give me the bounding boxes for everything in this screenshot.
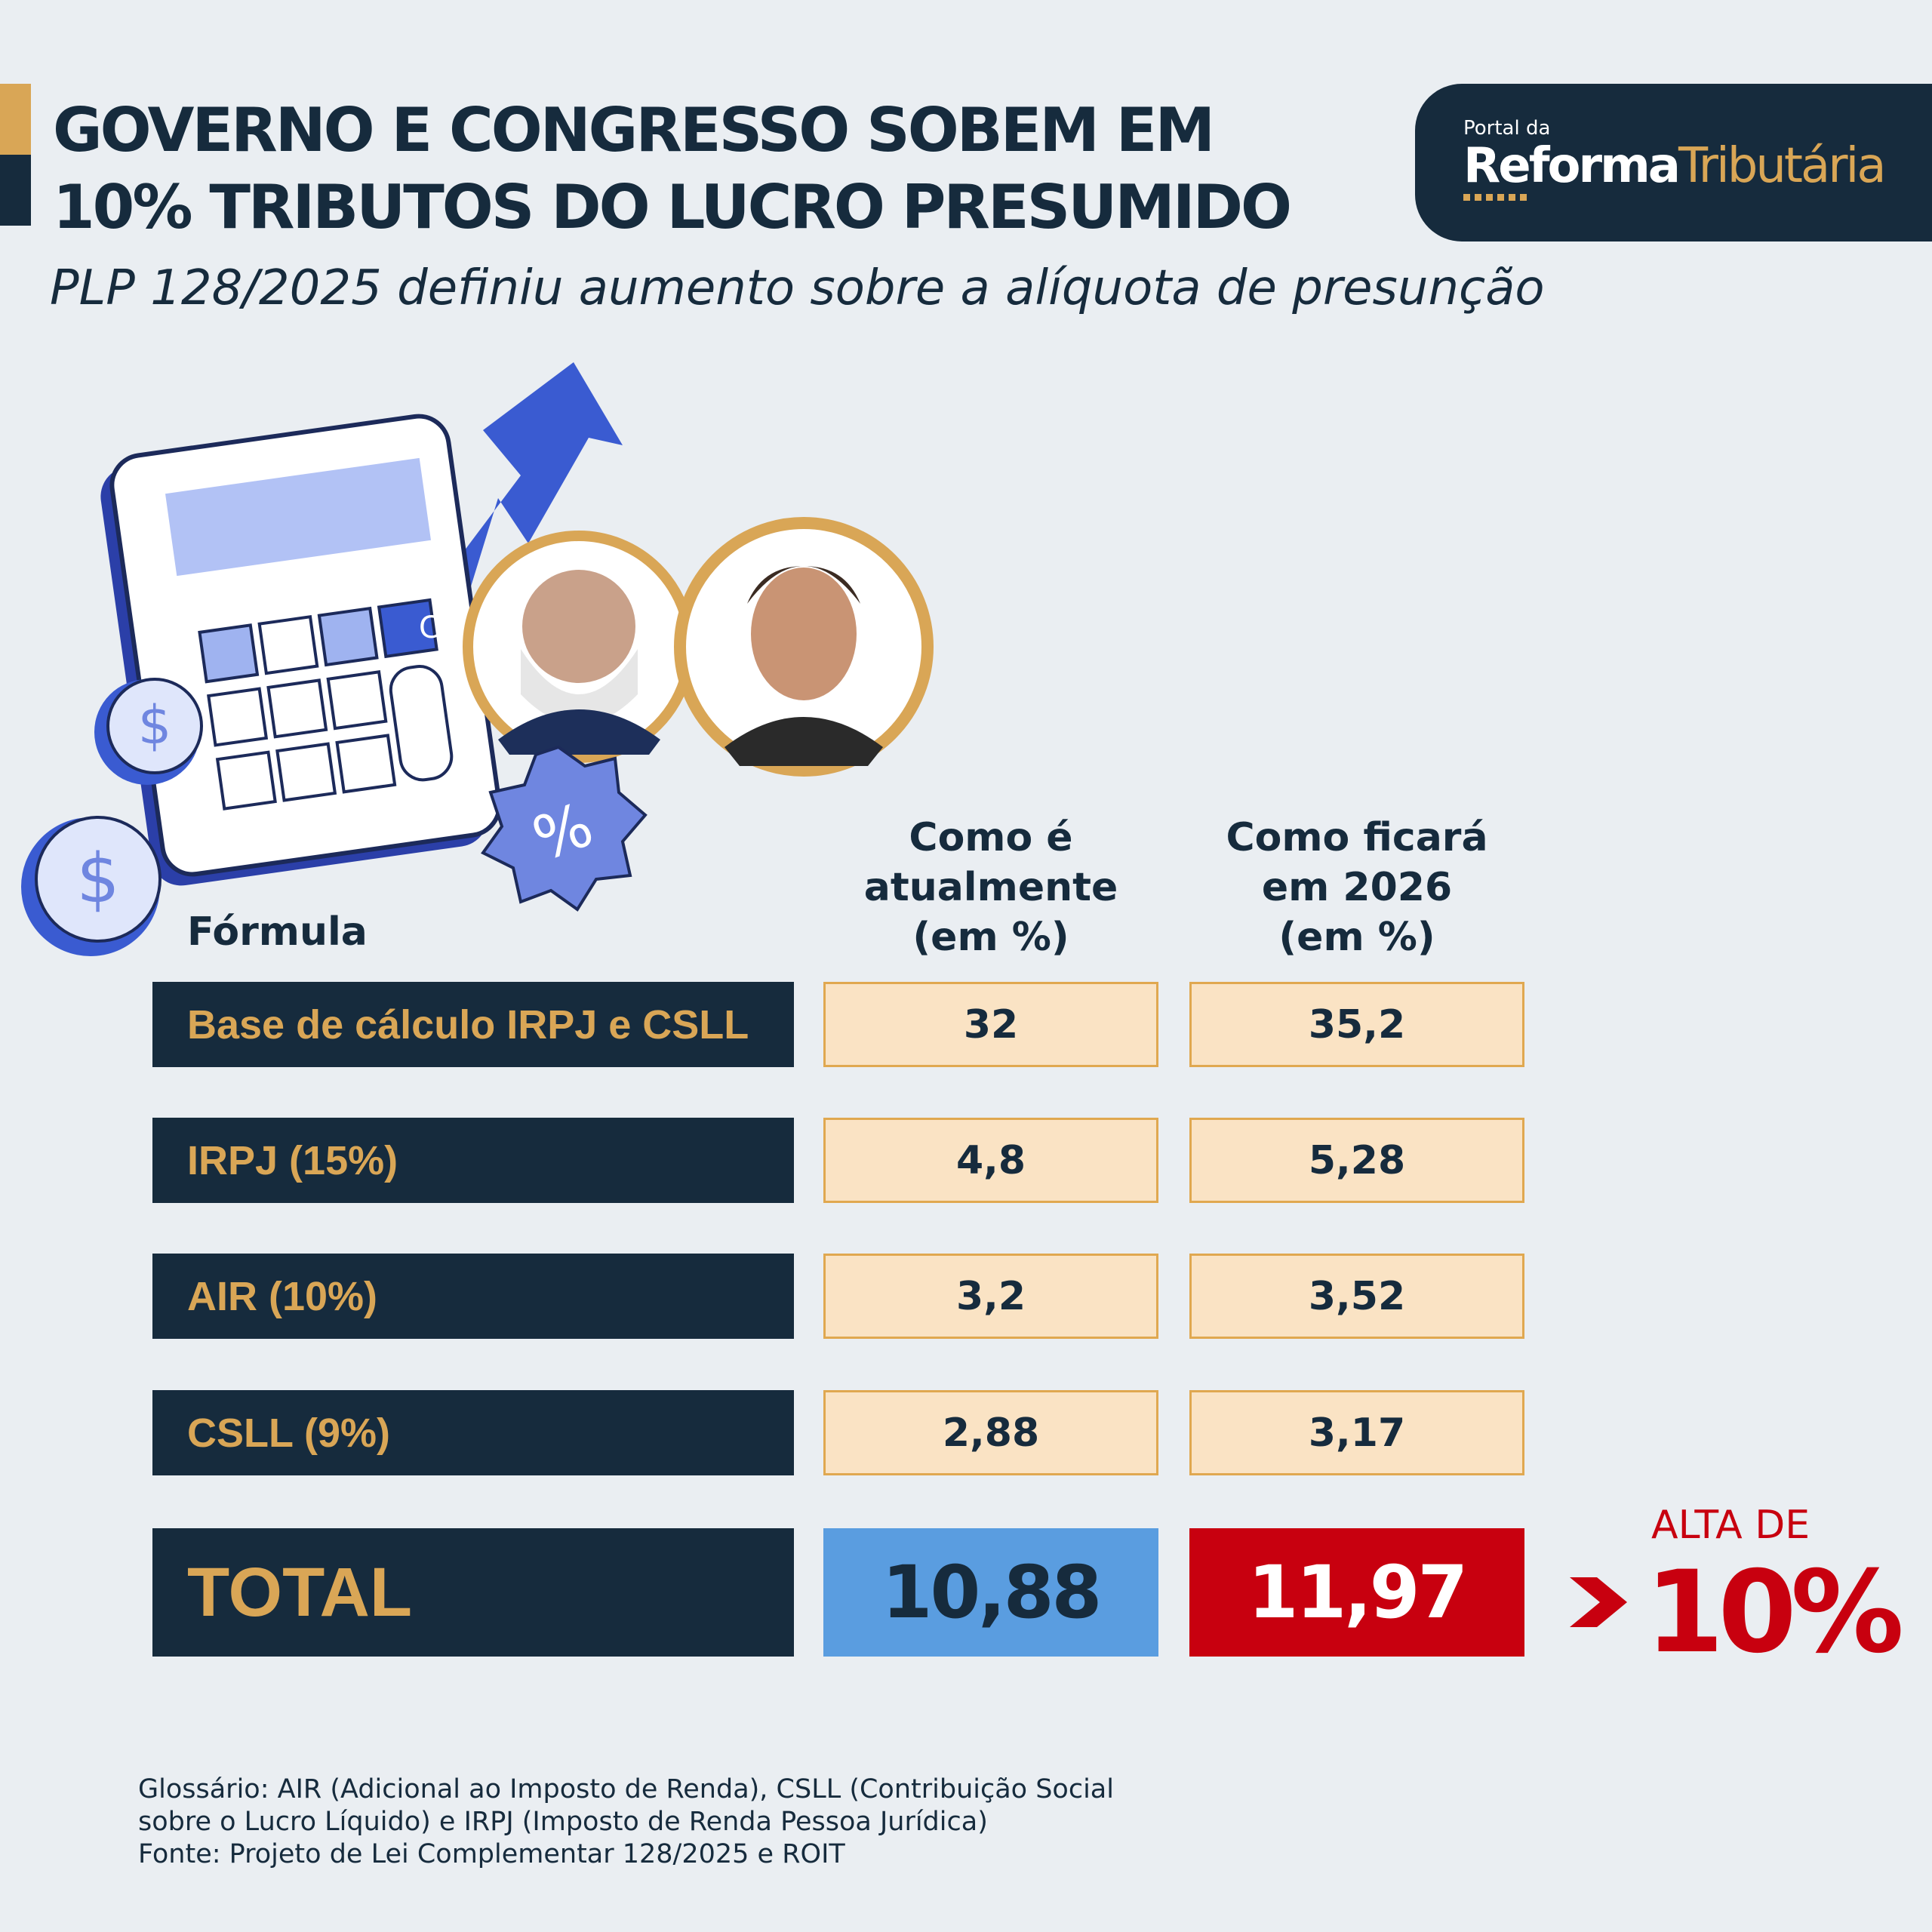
chevron-right-icon — [1570, 1577, 1627, 1627]
arrow-up-icon — [453, 362, 623, 596]
cell-current: 32 — [823, 982, 1158, 1067]
cell-future: 35,2 — [1189, 982, 1524, 1067]
footer-notes: Glossário: AIR (Adicional ao Imposto de … — [138, 1774, 1114, 1871]
cell-future: 3,17 — [1189, 1390, 1524, 1475]
portal-logo: Portal da ReformaTributária — [1415, 84, 1932, 242]
col2-header-line: Como ficará — [1226, 815, 1488, 860]
row-label: Base de cálculo IRPJ e CSLL — [152, 982, 794, 1067]
cell-future: 5,28 — [1189, 1118, 1524, 1203]
col1-header-line: atualmente — [863, 865, 1118, 910]
glossary-line: Glossário: AIR (Adicional ao Imposto de … — [138, 1774, 1114, 1804]
cell-future: 3,52 — [1189, 1254, 1524, 1339]
accent-bar-navy — [0, 155, 31, 226]
logo-word-reforma: Reforma — [1463, 138, 1681, 194]
col1-header-line: (em %) — [912, 915, 1069, 960]
cell-current: 4,8 — [823, 1118, 1158, 1203]
calc-key-c: C — [419, 611, 440, 645]
cell-current: 2,88 — [823, 1390, 1158, 1475]
logo-dots — [1463, 194, 1932, 201]
total-current: 10,88 — [823, 1528, 1158, 1657]
col-header-future: Como ficará em 2026 (em %) — [1168, 813, 1546, 962]
row-label: IRPJ (15%) — [152, 1118, 794, 1203]
total-future: 11,97 — [1189, 1528, 1524, 1657]
increase-value: 10% — [1645, 1547, 1904, 1678]
col1-header-line: Como é — [909, 815, 1073, 860]
illustration: C $ $ % — [21, 362, 934, 956]
col2-header-line: em 2026 — [1261, 865, 1453, 910]
svg-text:$: $ — [138, 694, 172, 756]
accent-bar-gold — [0, 84, 31, 155]
glossary-line: sobre o Lucro Líquido) e IRPJ (Imposto d… — [138, 1807, 988, 1837]
row-label: AIR (10%) — [152, 1254, 794, 1339]
row-label: CSLL (9%) — [152, 1390, 794, 1475]
title-line-2: 10% TRIBUTOS DO LUCRO PRESUMIDO — [53, 172, 1292, 242]
percent-badge-icon: % — [481, 745, 648, 912]
page-title: GOVERNO E CONGRESSO SOBEM EM 10% TRIBUTO… — [53, 92, 1292, 246]
dollar-coin-icon: $ — [94, 678, 203, 785]
formula-header: Fórmula — [187, 909, 368, 955]
portrait-haddad — [674, 517, 934, 777]
calculator-icon: C — [100, 414, 502, 886]
dollar-coin-icon: $ — [21, 816, 162, 956]
cell-current: 3,2 — [823, 1254, 1158, 1339]
col2-header-line: (em %) — [1278, 915, 1435, 960]
source-line: Fonte: Projeto de Lei Complementar 128/2… — [138, 1839, 845, 1869]
subtitle: PLP 128/2025 definiu aumento sobre a alí… — [50, 260, 1545, 316]
col-header-current: Como é atualmente (em %) — [802, 813, 1180, 962]
total-label: TOTAL — [152, 1528, 794, 1657]
title-line-1: GOVERNO E CONGRESSO SOBEM EM — [53, 95, 1215, 165]
portrait-lula — [463, 531, 695, 763]
svg-text:$: $ — [76, 839, 119, 918]
logo-word-tributaria: Tributária — [1678, 138, 1887, 194]
increase-label: ALTA DE — [1651, 1503, 1810, 1548]
logo-small-text: Portal da — [1463, 117, 1551, 140]
